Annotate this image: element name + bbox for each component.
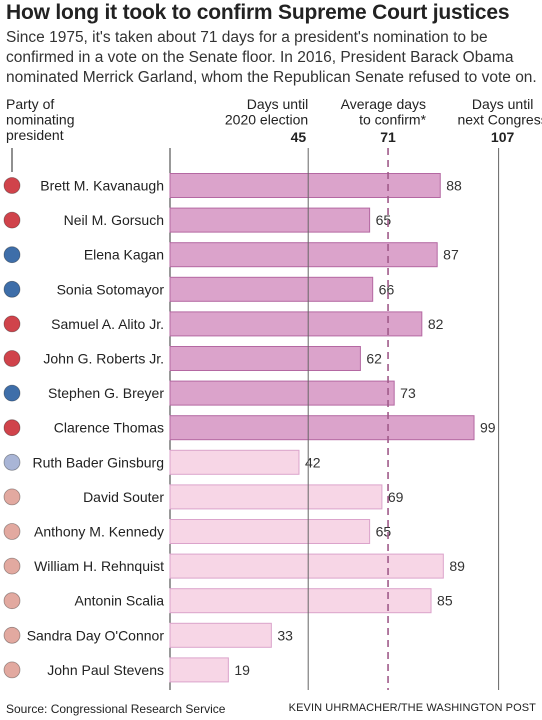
bar-value-label: 65 — [376, 524, 392, 540]
bar — [169, 588, 432, 614]
bar-value-label: 89 — [449, 558, 465, 574]
bar-value-label: 62 — [366, 351, 382, 367]
justice-name-label: Anthony M. Kennedy — [34, 524, 164, 540]
party-dot — [3, 419, 21, 437]
reference-line-label: Days until — [247, 96, 308, 112]
reference-line-label: to confirm* — [359, 112, 426, 128]
party-dot — [3, 315, 21, 333]
bar — [169, 553, 444, 579]
party-dot — [3, 453, 21, 471]
bar — [169, 242, 438, 268]
party-dot — [3, 523, 21, 540]
bar — [169, 622, 272, 648]
justice-name-label: Clarence Thomas — [54, 420, 164, 436]
reference-line-label: 2020 election — [225, 112, 308, 128]
justice-name-label: John Paul Stevens — [47, 662, 164, 678]
justice-name-label: Samuel A. Alito Jr. — [51, 316, 164, 332]
bar — [169, 657, 229, 683]
party-dot — [3, 350, 21, 367]
party-dot — [3, 246, 21, 264]
bar-value-label: 33 — [277, 627, 293, 643]
bar-value-label: 42 — [305, 454, 321, 470]
justice-name-label: Antonin Scalia — [74, 593, 164, 609]
justice-name-label: David Souter — [83, 489, 164, 505]
reference-line-value: 71 — [380, 129, 396, 145]
source-note: Source: Congressional Research Service — [6, 702, 226, 716]
party-dot — [3, 661, 21, 679]
party-dot — [3, 488, 21, 506]
justice-name-label: William H. Rehnquist — [34, 558, 164, 574]
bar — [169, 173, 441, 198]
bar-value-label: 69 — [388, 489, 404, 505]
party-dot — [3, 280, 21, 298]
bar — [169, 449, 300, 475]
credit-line: KEVIN UHRMACHER/THE WASHINGTON POST — [288, 702, 536, 714]
bar-value-label: 87 — [443, 247, 459, 263]
justice-name-label: Sandra Day O'Connor — [27, 627, 165, 643]
justice-name-label: Ruth Bader Ginsburg — [32, 454, 164, 470]
party-dot — [3, 557, 21, 575]
party-dot — [3, 384, 21, 402]
reference-line-value: 45 — [291, 129, 307, 145]
bar-value-label: 88 — [446, 178, 462, 194]
justice-name-label: Stephen G. Breyer — [48, 385, 164, 401]
bar-value-label: 73 — [400, 385, 416, 401]
party-dot — [3, 592, 21, 610]
justice-name-label: Brett M. Kavanaugh — [40, 178, 164, 194]
bar — [169, 484, 383, 510]
party-dot — [3, 626, 21, 644]
bar-value-label: 65 — [376, 212, 392, 228]
bar — [169, 380, 395, 406]
reference-line-value: 107 — [491, 129, 515, 145]
justice-name-label: Elena Kagan — [84, 247, 164, 263]
bar — [169, 519, 371, 544]
justice-name-label: John G. Roberts Jr. — [43, 351, 164, 367]
bar-value-label: 82 — [428, 316, 444, 332]
bar-value-label: 85 — [437, 593, 453, 609]
bar-value-label: 19 — [234, 662, 250, 678]
justice-name-label: Neil M. Gorsuch — [64, 212, 164, 228]
party-dot — [3, 177, 21, 194]
justice-name-label: Sonia Sotomayor — [57, 281, 165, 297]
reference-line-label: next Congress — [457, 112, 542, 128]
bar — [169, 415, 475, 441]
party-dot — [3, 211, 21, 229]
party-header-line: president — [6, 127, 64, 143]
chart-subtitle: Since 1975, it's taken about 71 days for… — [6, 29, 537, 86]
bar — [169, 311, 423, 337]
party-header-line: Party of — [6, 96, 54, 112]
bar — [169, 346, 361, 371]
bar-value-label: 99 — [480, 420, 496, 436]
bar — [169, 276, 374, 302]
bar-value-label: 66 — [379, 281, 395, 297]
party-header-line: nominating — [6, 112, 75, 128]
bar — [169, 207, 371, 233]
reference-line-label: Days until — [472, 96, 533, 112]
reference-line-label: Average days — [341, 96, 426, 112]
chart-title: How long it took to confirm Supreme Cour… — [6, 1, 510, 24]
